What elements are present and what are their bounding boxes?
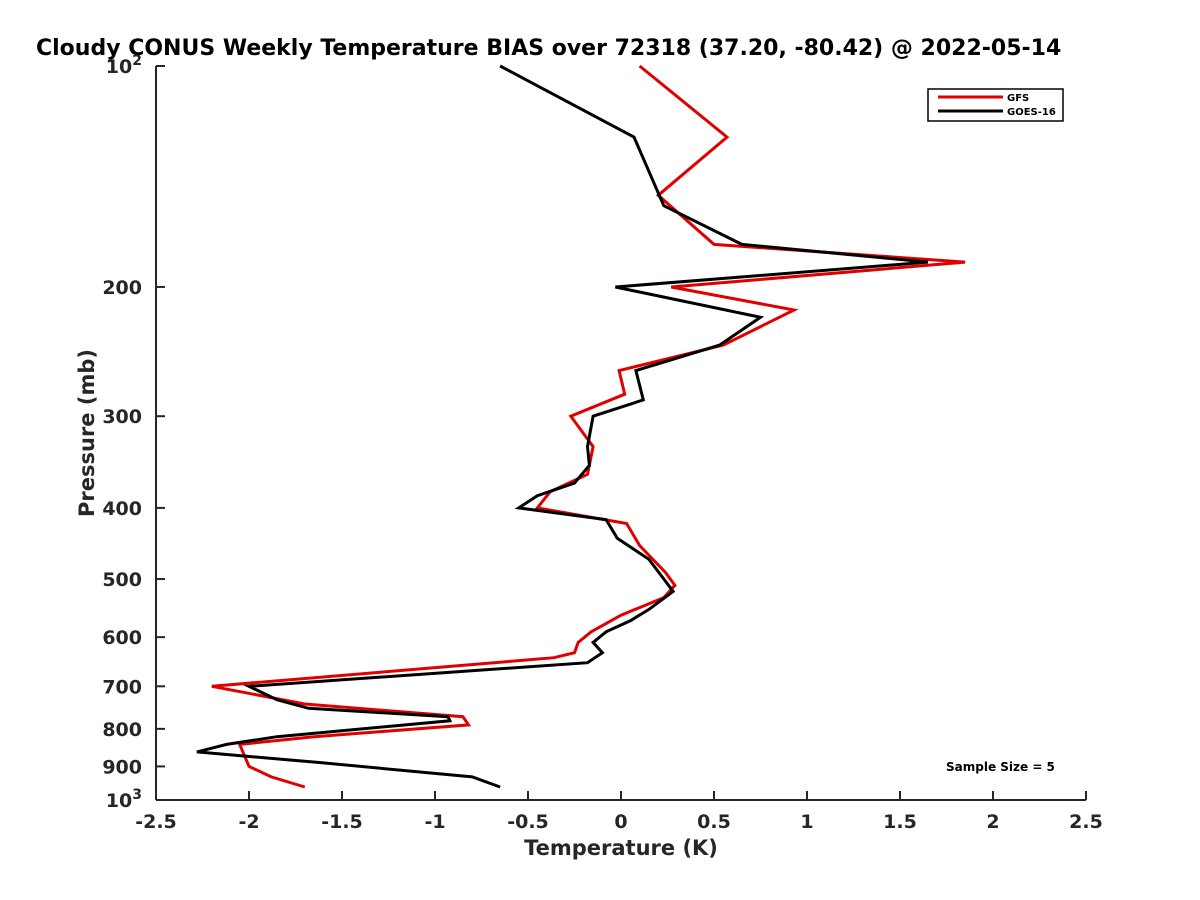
series-line-goes16	[196, 64, 929, 789]
chart-title: Cloudy CONUS Weekly Temperature BIAS ove…	[36, 36, 1061, 61]
x-tick-label: 0.5	[697, 811, 731, 833]
x-tick-label: 0	[614, 811, 627, 833]
y-ticks: 102 200 300 400 500 600 700 800 900 103	[102, 53, 165, 812]
y-tick-label: 200	[102, 277, 142, 299]
legend-label-gfs: GFS	[1007, 93, 1029, 104]
x-tick-label: -2.5	[135, 811, 177, 833]
y-tick-label: 500	[102, 569, 142, 591]
legend: GFS GOES-16	[927, 88, 1064, 122]
legend-box	[927, 88, 1064, 122]
x-axis-label: Temperature (K)	[524, 836, 718, 860]
sample-size-annotation: Sample Size = 5	[946, 760, 1055, 774]
x-tick-label: -1	[424, 811, 445, 833]
series-line-gfs	[211, 64, 966, 789]
y-tick-label: 600	[102, 627, 142, 649]
y-tick-label: 300	[102, 406, 142, 428]
x-tick-label: -0.5	[507, 811, 549, 833]
plot-area	[155, 66, 1086, 801]
x-ticks: -2.5 -2 -1.5 -1 -0.5 0 0.5 1 1.5 2 2.5	[135, 791, 1103, 833]
plot-background	[156, 66, 1086, 800]
y-tick-label: 102	[106, 53, 142, 78]
y-tick-label: 700	[102, 676, 142, 698]
series-layer	[196, 64, 966, 789]
x-tick-label: 1	[800, 811, 813, 833]
x-tick-label: 2	[986, 811, 999, 833]
y-tick-label: 103	[106, 787, 142, 812]
y-tick-label: 900	[102, 756, 142, 778]
y-tick-label: 400	[102, 498, 142, 520]
y-tick-label: 800	[102, 719, 142, 741]
x-tick-label: 2.5	[1069, 811, 1103, 833]
y-axis-label: Pressure (mb)	[75, 349, 99, 517]
x-tick-label: -2	[238, 811, 259, 833]
legend-label-goes16: GOES-16	[1007, 107, 1056, 118]
x-tick-label: 1.5	[883, 811, 917, 833]
x-tick-label: -1.5	[321, 811, 363, 833]
